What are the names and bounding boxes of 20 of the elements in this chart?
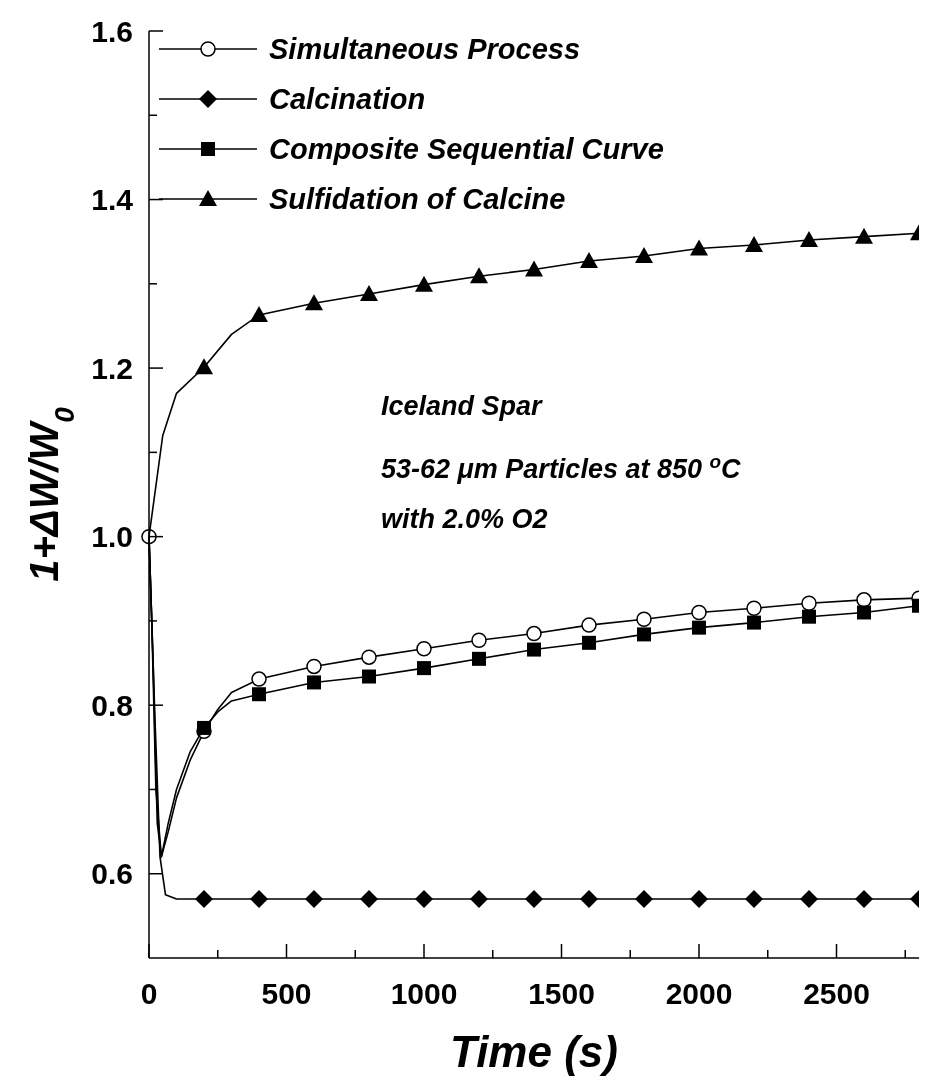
legend-label: Sulfidation of Calcine <box>269 183 566 216</box>
legend-label: Composite Sequential Curve <box>269 133 664 166</box>
x-tick-label: 500 <box>261 977 312 1010</box>
annotation: 53-62 μm Particles at 850 $^{o}$C <box>381 450 742 484</box>
y-tick-label: 0.6 <box>91 857 133 891</box>
y-tick-label: 1.2 <box>91 351 133 385</box>
x-tick-label: 2500 <box>803 977 870 1010</box>
y-tick-label: 1.4 <box>91 183 134 217</box>
x-axis-title: Time (s) <box>450 1027 618 1076</box>
y-tick-label: 1.0 <box>91 520 133 554</box>
legend-label: Simultaneous Process <box>269 33 581 66</box>
y-tick-label: 1.6 <box>91 14 133 48</box>
legend-label: Calcination <box>269 83 426 116</box>
annotation: with 2.0% O2 <box>381 504 548 534</box>
x-tick-label: 2000 <box>665 977 733 1010</box>
x-tick-label: 0 <box>140 977 158 1010</box>
y-tick-label: 0.8 <box>91 688 133 722</box>
x-tick-label: 1000 <box>390 977 458 1010</box>
x-tick-label: 1500 <box>528 977 595 1010</box>
annotation: Iceland Spar <box>381 391 544 421</box>
